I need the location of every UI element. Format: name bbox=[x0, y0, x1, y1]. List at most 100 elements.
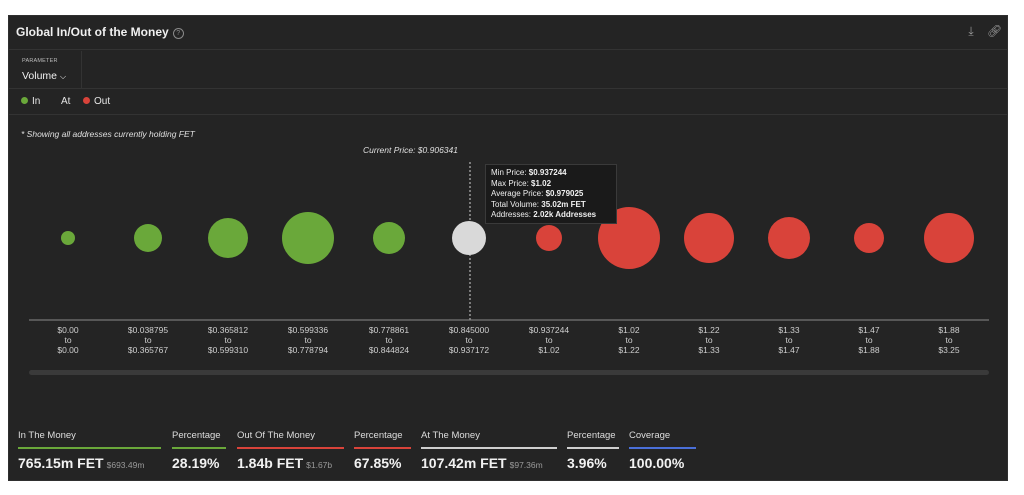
bucket-label-to: to bbox=[144, 335, 151, 345]
bucket-label-end: $0.937172 bbox=[449, 345, 489, 355]
legend-divider bbox=[9, 114, 1007, 115]
stat-value: 3.96% bbox=[567, 455, 607, 471]
bubble-out[interactable] bbox=[684, 213, 734, 263]
iomap-chart: $0.00to$0.00$0.038795to$0.365767$0.36581… bbox=[29, 162, 989, 355]
bucket-label-to: to bbox=[64, 335, 71, 345]
stat-value: 100.00% bbox=[629, 455, 684, 471]
bubble-out[interactable] bbox=[924, 213, 974, 263]
bucket-label-from: $1.02 bbox=[618, 325, 640, 335]
bucket-label-end: $1.33 bbox=[698, 345, 720, 355]
stat-value-usd: $97.36m bbox=[509, 460, 543, 470]
stat-value: 67.85% bbox=[354, 455, 401, 471]
bubble-in[interactable] bbox=[134, 224, 162, 252]
stat-value: 765.15m FET $693.49m bbox=[18, 455, 144, 471]
bucket-label-from: $0.365812 bbox=[208, 325, 248, 335]
stat-underline bbox=[172, 447, 226, 449]
download-icon[interactable]: ⤓ bbox=[968, 24, 974, 38]
parameter-select[interactable]: Volume ⌵ bbox=[22, 70, 67, 82]
stat-label: In The Money bbox=[18, 430, 76, 441]
bucket-label-from: $1.33 bbox=[778, 325, 800, 335]
legend-at[interactable]: At bbox=[61, 96, 71, 107]
stat-value: 28.19% bbox=[172, 455, 219, 471]
stat-value-main: 107.42m FET bbox=[421, 455, 507, 471]
bucket-label-to: to bbox=[865, 335, 872, 345]
bucket-label-from: $1.88 bbox=[938, 325, 960, 335]
stat-underline bbox=[237, 447, 344, 449]
bucket-label-from: $0.599336 bbox=[288, 325, 328, 335]
bucket-label-to: to bbox=[465, 335, 472, 345]
legend-out[interactable]: Out bbox=[83, 96, 110, 107]
legend-in[interactable]: In bbox=[21, 96, 40, 107]
stat-label: Percentage bbox=[354, 430, 403, 441]
bucket-label-from: $0.937244 bbox=[529, 325, 569, 335]
parameter-divider bbox=[81, 51, 82, 88]
bucket-label-end: $3.25 bbox=[938, 345, 960, 355]
current-price-label: Current Price: $0.906341 bbox=[363, 145, 458, 155]
holding-note: * Showing all addresses currently holdin… bbox=[21, 129, 195, 139]
bucket-label-end: $1.88 bbox=[858, 345, 880, 355]
bucket-label-end: $1.02 bbox=[538, 345, 560, 355]
link-icon[interactable]: 🔗︎ bbox=[987, 24, 1003, 38]
stat-label: Percentage bbox=[567, 430, 616, 441]
bucket-label-to: to bbox=[705, 335, 712, 345]
bucket-label-to: to bbox=[304, 335, 311, 345]
bucket-label-from: $1.22 bbox=[698, 325, 720, 335]
bucket-label-end: $0.778794 bbox=[288, 345, 328, 355]
stat-value-main: 100.00% bbox=[629, 455, 685, 471]
bucket-label-end: $0.365767 bbox=[128, 345, 168, 355]
bubble-out[interactable] bbox=[536, 225, 562, 251]
bucket-label-to: to bbox=[224, 335, 231, 345]
iomap-panel: Global In/Out of the Money? ⤓ 🔗︎ PARAMET… bbox=[8, 15, 1008, 481]
stat-value-main: 28.19% bbox=[172, 455, 220, 471]
chart-scrollbar[interactable] bbox=[29, 370, 989, 375]
bubble-in[interactable] bbox=[61, 231, 75, 245]
parameter-label: PARAMETER bbox=[22, 58, 58, 64]
stat-underline bbox=[421, 447, 557, 449]
legend-dot-in bbox=[21, 97, 28, 104]
bucket-label-end: $0.844824 bbox=[369, 345, 409, 355]
bucket-tooltip: Min Price: $0.937244 Max Price: $1.02 Av… bbox=[485, 164, 617, 224]
bubble-out[interactable] bbox=[854, 223, 884, 253]
bucket-label-to: to bbox=[945, 335, 952, 345]
stat-value-main: 67.85% bbox=[354, 455, 402, 471]
stat-value-main: 765.15m FET bbox=[18, 455, 104, 471]
bubble-in[interactable] bbox=[282, 212, 334, 264]
bucket-label-from: $0.00 bbox=[57, 325, 79, 335]
stat-underline bbox=[18, 447, 161, 449]
bucket-label-to: to bbox=[545, 335, 552, 345]
stat-underline bbox=[567, 447, 619, 449]
header-divider bbox=[9, 49, 1007, 50]
bucket-label-end: $0.00 bbox=[57, 345, 79, 355]
bucket-label-from: $0.845000 bbox=[449, 325, 489, 335]
bucket-label-from: $0.778861 bbox=[369, 325, 409, 335]
stat-value-main: 3.96% bbox=[567, 455, 607, 471]
bucket-label-end: $0.599310 bbox=[208, 345, 248, 355]
stat-label: At The Money bbox=[421, 430, 480, 441]
stat-label: Out Of The Money bbox=[237, 430, 315, 441]
bucket-label-end: $1.22 bbox=[618, 345, 640, 355]
stat-value-usd: $693.49m bbox=[106, 460, 145, 470]
stat-underline bbox=[629, 447, 696, 449]
bucket-label-to: to bbox=[785, 335, 792, 345]
bubble-in[interactable] bbox=[208, 218, 248, 258]
bucket-label-to: to bbox=[385, 335, 392, 345]
bubble-out[interactable] bbox=[768, 217, 810, 259]
bucket-label-from: $1.47 bbox=[858, 325, 880, 335]
stat-value: 1.84b FET $1.67b bbox=[237, 455, 332, 471]
stat-label: Percentage bbox=[172, 430, 221, 441]
bucket-label-to: to bbox=[625, 335, 632, 345]
legend-dot-out bbox=[83, 97, 90, 104]
parameter-bottom-divider bbox=[9, 88, 1007, 89]
bucket-label-from: $0.038795 bbox=[128, 325, 168, 335]
bubble-at[interactable] bbox=[452, 221, 486, 255]
stat-value-usd: $1.67b bbox=[306, 460, 333, 470]
stat-label: Coverage bbox=[629, 430, 671, 441]
stat-underline bbox=[354, 447, 411, 449]
help-circle-icon[interactable]: ? bbox=[172, 28, 184, 39]
bubble-in[interactable] bbox=[373, 222, 405, 254]
chevron-down-icon: ⌵ bbox=[59, 72, 67, 81]
bucket-label-end: $1.47 bbox=[778, 345, 800, 355]
chart-title: Global In/Out of the Money? bbox=[16, 25, 184, 39]
stat-value-main: 1.84b FET bbox=[237, 455, 304, 471]
stat-value: 107.42m FET $97.36m bbox=[421, 455, 543, 471]
